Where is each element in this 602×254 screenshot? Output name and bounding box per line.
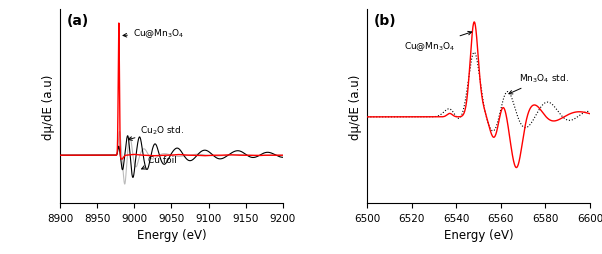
X-axis label: Energy (eV): Energy (eV)	[444, 228, 514, 241]
Text: Cu@Mn$_3$O$_4$: Cu@Mn$_3$O$_4$	[404, 32, 471, 53]
Text: Cu@Mn$_3$O$_4$: Cu@Mn$_3$O$_4$	[123, 28, 185, 40]
X-axis label: Energy (eV): Energy (eV)	[137, 228, 206, 241]
Text: Cu$_2$O std.: Cu$_2$O std.	[128, 124, 184, 141]
Text: (a): (a)	[67, 14, 89, 28]
Y-axis label: dμ/dE (a.u): dμ/dE (a.u)	[42, 74, 55, 139]
Text: (b): (b)	[374, 14, 397, 28]
Text: Cu foil: Cu foil	[141, 155, 176, 169]
Text: Mn$_3$O$_4$ std.: Mn$_3$O$_4$ std.	[509, 73, 569, 94]
Y-axis label: dμ/dE (a.u): dμ/dE (a.u)	[349, 74, 362, 139]
